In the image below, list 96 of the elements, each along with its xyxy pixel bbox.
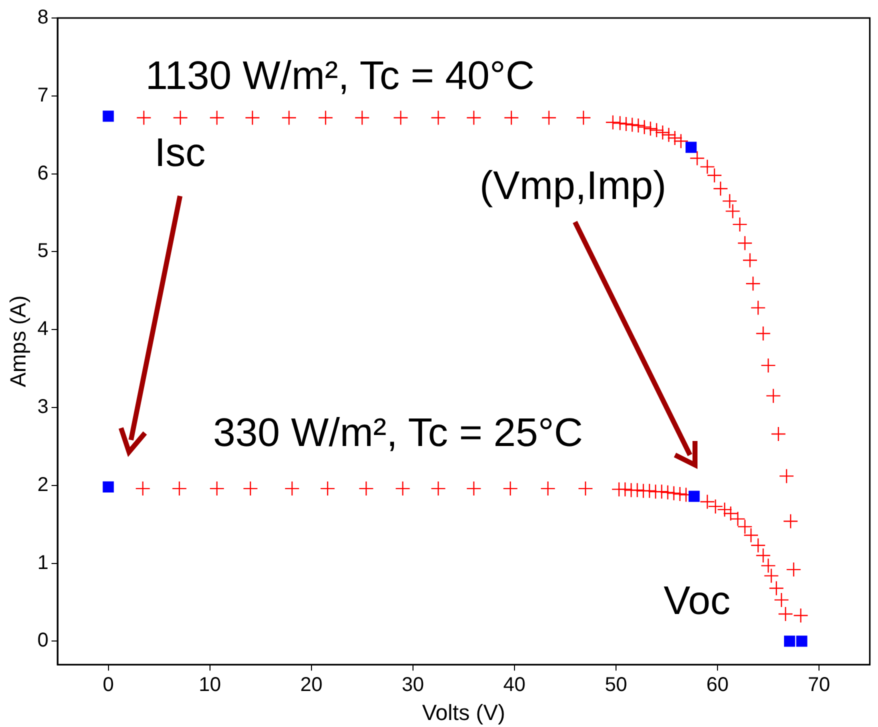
point [578,480,594,496]
point [430,480,446,496]
point [624,117,640,132]
y-tick-label: 4 [37,318,49,340]
x-tick-label: 20 [300,674,322,696]
point [756,548,771,564]
point [630,118,646,134]
point [770,426,786,442]
point [541,110,557,126]
point [395,480,410,496]
point [102,110,114,122]
point [655,124,670,140]
point [636,119,652,135]
point [725,204,740,219]
point [673,133,689,149]
point [281,110,297,126]
point [284,480,300,496]
point [320,480,336,496]
point [466,480,482,496]
point [618,482,633,497]
point [742,252,758,268]
annotation: 1130 W/m², Tc = 40°C [145,54,535,98]
y-tick-label: 8 [37,6,49,29]
x-tick-label: 40 [503,674,526,696]
point [760,358,776,374]
point [686,142,697,153]
point [618,116,634,132]
point [642,121,658,136]
y-tick-label: 0 [37,630,49,652]
x-tick-label: 0 [102,674,114,696]
point [732,216,748,232]
point [466,110,482,126]
y-tick-label: 7 [37,84,49,106]
point [209,110,225,126]
y-axis-title: Amps (A) [5,295,30,388]
point [102,481,114,493]
point [358,480,374,496]
point [172,110,188,126]
point [737,236,753,251]
point [660,484,676,500]
point [774,592,790,608]
point [672,486,688,502]
point [745,276,761,292]
point [786,562,802,578]
point [690,150,705,166]
point [354,110,370,126]
point [760,558,776,574]
point [666,486,682,501]
y-tick-label: 1 [37,552,49,574]
point [612,116,628,131]
y-tick-label: 2 [37,474,49,496]
point [784,636,796,647]
point [796,636,808,647]
point [766,388,781,404]
y-tick-label: 6 [37,162,49,184]
point [209,480,225,496]
x-tick-label: 10 [198,674,221,696]
point [688,490,700,502]
annotation: Isc [154,131,206,176]
x-tick-label: 60 [706,674,729,696]
x-tick-label: 70 [808,674,830,696]
point [768,580,784,596]
point [172,480,187,496]
point [502,480,518,496]
point [712,181,728,196]
point [778,606,794,622]
x-axis-title: Volts (V) [422,700,506,725]
y-tick-label: 3 [37,396,49,418]
point [667,130,682,146]
point [605,114,621,130]
point [136,110,152,126]
point [722,193,738,209]
point [504,110,519,126]
point [540,480,556,496]
point [242,480,258,496]
point [661,127,676,142]
point [793,608,808,624]
point [576,110,592,126]
point [244,110,260,126]
annotation: Voc [664,579,730,624]
annotation: (Vmp,Imp) [480,164,666,208]
point [648,122,664,138]
point [783,514,798,529]
point [717,502,732,518]
y-tick-label: 5 [37,240,49,262]
x-tick-label: 50 [604,674,628,696]
point [750,300,766,316]
point [764,568,779,584]
point [430,110,446,126]
annotation: 330 W/m², Tc = 25°C [213,411,583,456]
point [778,468,794,484]
point [393,110,408,126]
point [318,110,334,126]
point [756,326,771,342]
point [135,480,150,496]
x-tick-label: 30 [402,674,424,696]
